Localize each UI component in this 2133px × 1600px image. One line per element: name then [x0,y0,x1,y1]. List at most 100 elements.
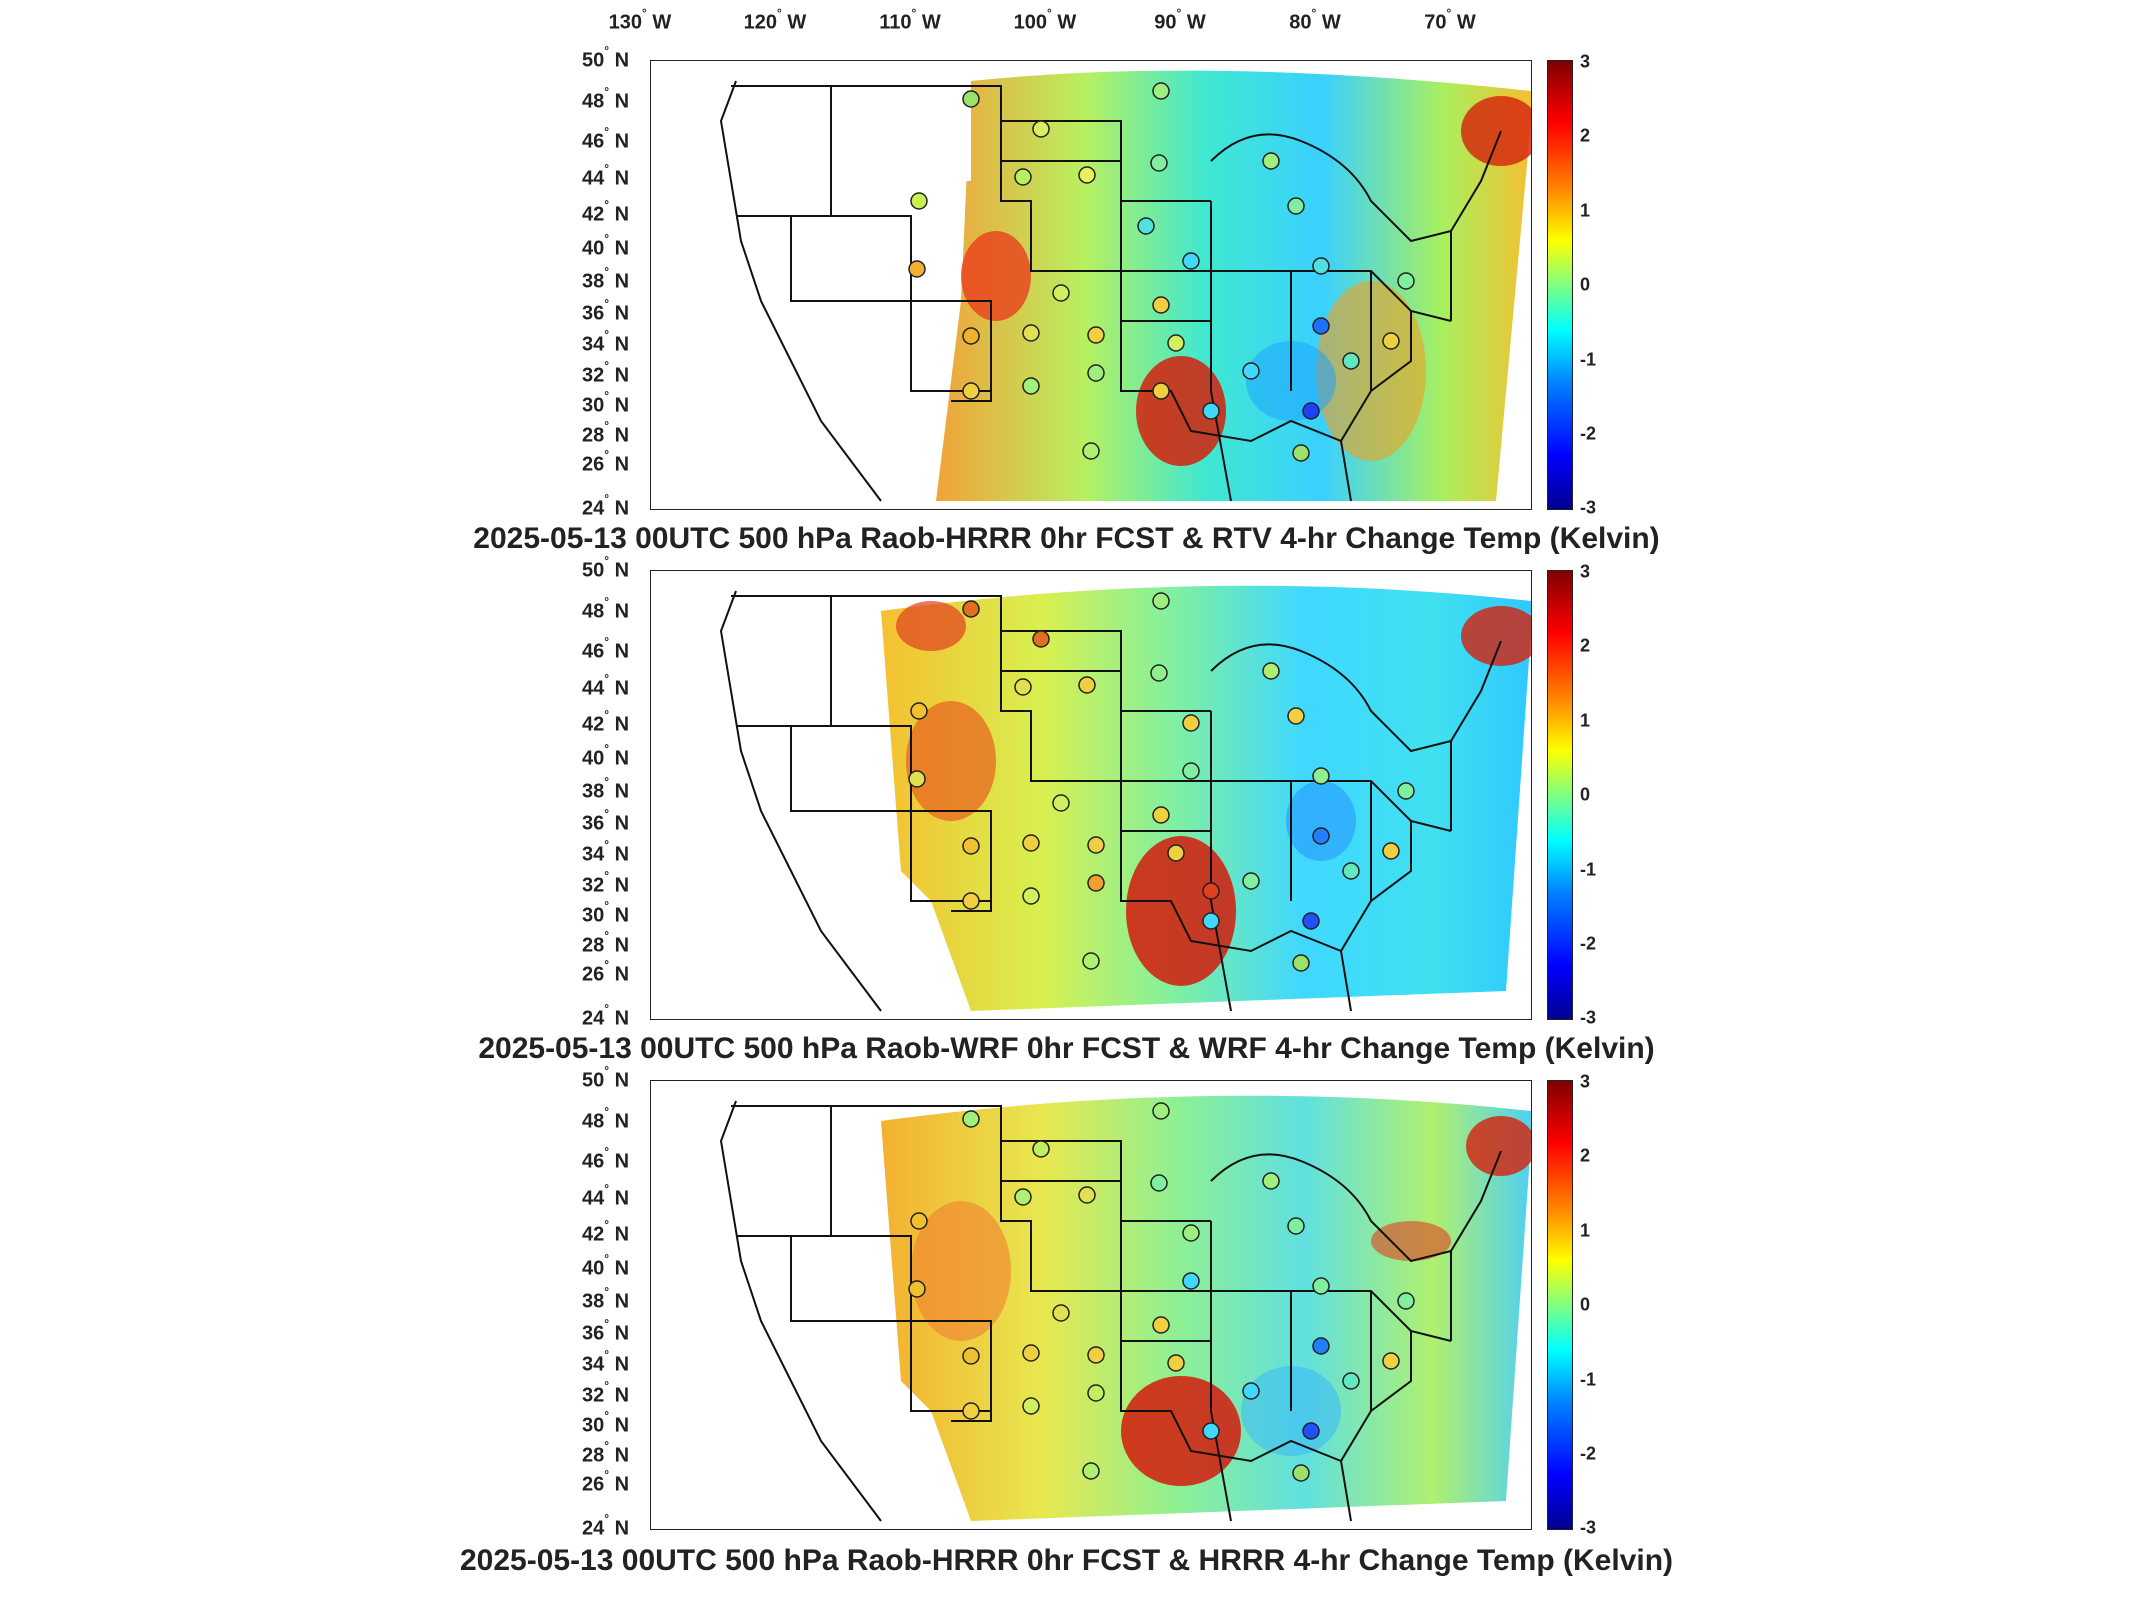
warm-anomaly [961,231,1031,321]
lat-tick: 36° N [582,1316,630,1345]
warm-anomaly [1461,96,1531,166]
lat-tick: 32° N [582,868,630,897]
colorbar-tick: 3 [1580,561,1591,582]
lat-tick: 46° N [582,1144,630,1173]
colorbar-tick: -1 [1580,1369,1597,1390]
lat-tick: 48° N [582,594,630,623]
colorbar-tick: 2 [1580,1145,1591,1166]
lat-tick: 48° N [582,84,630,113]
map-frame [650,570,1532,1020]
colorbar-tick: 2 [1580,635,1591,656]
colorbar-tick: 3 [1580,51,1591,72]
lat-tick: 38° N [582,1284,630,1313]
lat-tick: 30° N [582,1408,630,1437]
lat-tick: 32° N [582,1378,630,1407]
colorbar-tick: -3 [1580,497,1597,518]
colorbar-tick: 1 [1580,710,1591,731]
colorbar [1547,60,1573,510]
raob-stations [908,592,1415,972]
lat-tick: 42° N [582,197,630,226]
state-borders [719,590,1502,1012]
lon-tick: 110° W [879,6,941,34]
lat-tick: 46° N [582,124,630,153]
colorbar-tick: -2 [1580,933,1597,954]
colorbar-tick: 0 [1580,784,1591,805]
lon-tick: 100° W [1013,6,1077,34]
warm-anomaly [906,701,996,821]
no-data-region [651,1106,881,1381]
colorbar-tick: 0 [1580,1294,1591,1315]
warm-anomaly [1126,836,1236,986]
lat-tick: 44° N [582,1181,630,1210]
state-borders [719,80,1502,502]
no-data-region [651,86,971,331]
lat-tick: 34° N [582,837,630,866]
lat-tick: 40° N [582,231,630,260]
map-frame [650,1080,1532,1530]
lat-tick: 48° N [582,1104,630,1133]
raob-stations [908,82,1415,462]
lat-tick: 26° N [582,957,630,986]
colorbar-tick: -2 [1580,1443,1597,1464]
lat-tick: 26° N [582,447,630,476]
panel-title: 2025-05-13 00UTC 500 hPa Raob-WRF 0hr FC… [478,1032,1655,1065]
lat-tick: 44° N [582,671,630,700]
lat-tick: 36° N [582,296,630,325]
lat-tick: 40° N [582,741,630,770]
colorbar-tick: 1 [1580,200,1591,221]
lat-tick: 30° N [582,388,630,417]
warm-anomaly [1466,1116,1531,1176]
colorbar-tick: -3 [1580,1517,1597,1538]
map-frame [650,60,1532,510]
lat-tick: 42° N [582,1217,630,1246]
lat-tick: 50° N [582,43,630,72]
lon-tick: 90° W [1154,6,1206,34]
map-canvas [651,585,1531,1012]
lat-tick: 32° N [582,358,630,387]
colorbar-tick: 2 [1580,125,1591,146]
map-canvas [651,70,1531,502]
warm-anomaly [896,601,966,651]
lat-tick: 28° N [582,1438,630,1467]
lat-tick: 34° N [582,1347,630,1376]
lat-tick: 42° N [582,707,630,736]
no-data-region [651,596,881,871]
lat-tick: 50° N [582,553,630,582]
lat-tick: 28° N [582,418,630,447]
colorbar-tick: 3 [1580,1071,1591,1092]
warm-anomaly [1461,606,1531,666]
lon-tick: 80° W [1289,6,1341,34]
lat-tick: 30° N [582,898,630,927]
panel-title: 2025-05-13 00UTC 500 hPa Raob-HRRR 0hr F… [459,1544,1674,1577]
lon-tick: 70° W [1424,6,1476,34]
lat-tick: 40° N [582,1251,630,1280]
lat-tick: 36° N [582,806,630,835]
cold-anomaly [1286,781,1356,861]
colorbar [1547,570,1573,1020]
lat-tick: 24° N [582,1511,630,1540]
lat-tick: 24° N [582,491,630,520]
lat-tick: 34° N [582,327,630,356]
raob-stations [908,1102,1415,1482]
colorbar-tick: -1 [1580,349,1597,370]
lat-tick: 50° N [582,1063,630,1092]
colorbar-tick: 1 [1580,1220,1591,1241]
panel-title: 2025-05-13 00UTC 500 hPa Raob-HRRR 0hr F… [473,522,1660,555]
colorbar-tick: -3 [1580,1007,1597,1028]
lon-tick: 120° W [743,6,807,34]
warm-anomaly [911,1201,1011,1341]
colorbar-tick: -2 [1580,423,1597,444]
warm-anomaly [1371,1221,1451,1261]
lon-tick: 130° W [608,6,672,34]
lat-tick: 24° N [582,1001,630,1030]
lat-tick: 38° N [582,774,630,803]
state-borders [719,1100,1502,1522]
lat-tick: 26° N [582,1467,630,1496]
map-canvas [651,1095,1531,1522]
colorbar-tick: 0 [1580,274,1591,295]
lat-tick: 28° N [582,928,630,957]
colorbar-tick: -1 [1580,859,1597,880]
lat-tick: 44° N [582,161,630,190]
lat-tick: 38° N [582,264,630,293]
colorbar [1547,1080,1573,1530]
